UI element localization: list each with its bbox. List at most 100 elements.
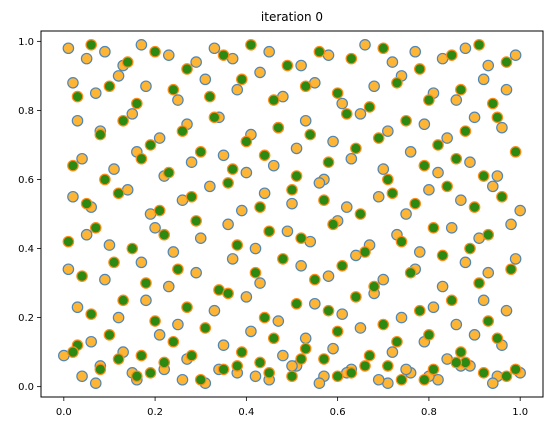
data-point-series-0 (167, 246, 180, 258)
data-point-series-0 (103, 239, 116, 251)
data-point-series-0 (176, 373, 189, 386)
data-point-series-1 (455, 346, 467, 358)
data-point-series-0 (140, 294, 152, 307)
data-point-series-1 (117, 294, 129, 307)
data-point-series-1 (236, 73, 248, 86)
data-point-series-1 (67, 159, 79, 172)
data-point-series-0 (281, 225, 294, 238)
data-point-series-0 (226, 253, 239, 265)
data-point-series-1 (327, 218, 339, 231)
data-point-series-0 (62, 263, 75, 276)
data-point-series-1 (286, 184, 298, 196)
data-point-series-1 (267, 94, 280, 106)
y-axis: 0.0 0.2 0.4 0.6 0.8 1.0 (18, 37, 41, 393)
data-point-series-1 (286, 370, 298, 383)
y-tick-label: 0.0 (18, 382, 34, 393)
data-point-series-0 (336, 97, 348, 110)
data-point-series-0 (372, 190, 385, 203)
data-point-series-1 (135, 349, 148, 362)
data-point-series-1 (468, 201, 481, 213)
data-point-series-1 (496, 190, 508, 203)
x-tick-label: 0.8 (421, 407, 437, 418)
data-point-series-1 (482, 315, 495, 327)
data-point-series-0 (432, 166, 444, 179)
data-point-series-1 (199, 322, 212, 334)
data-point-series-0 (327, 342, 339, 355)
data-point-series-1 (240, 135, 253, 148)
data-point-series-0 (80, 52, 93, 65)
data-point-series-0 (327, 135, 339, 148)
data-point-series-1 (62, 235, 75, 248)
data-point-series-0 (445, 222, 458, 234)
data-point-series-1 (331, 87, 344, 99)
data-point-series-1 (172, 263, 184, 276)
data-point-series-1 (76, 270, 88, 282)
data-point-series-0 (263, 45, 275, 58)
data-point-series-0 (172, 94, 184, 106)
data-point-series-0 (99, 273, 111, 286)
data-point-series-1 (194, 373, 207, 386)
data-point-series-0 (441, 132, 453, 144)
data-point-series-0 (149, 222, 161, 234)
data-point-series-1 (368, 280, 380, 293)
data-point-series-1 (231, 239, 244, 251)
data-point-series-0 (240, 166, 253, 179)
data-point-series-1 (418, 159, 431, 172)
data-point-series-0 (413, 246, 426, 258)
data-point-series-1 (140, 277, 152, 289)
data-point-series-1 (363, 101, 376, 113)
data-point-series-1 (350, 142, 362, 155)
data-point-series-1 (204, 90, 216, 103)
data-point-series-1 (395, 373, 408, 386)
data-point-series-0 (482, 59, 495, 72)
data-point-series-0 (459, 42, 472, 55)
data-point-series-0 (386, 56, 399, 68)
data-point-series-1 (509, 146, 522, 158)
data-point-series-1 (181, 63, 193, 75)
data-point-series-1 (413, 63, 426, 75)
data-point-series-1 (290, 170, 303, 182)
data-point-series-1 (418, 373, 431, 386)
data-point-series-1 (404, 266, 417, 279)
data-point-series-0 (249, 370, 262, 383)
data-point-series-1 (185, 349, 198, 362)
data-point-series-1 (386, 187, 399, 200)
data-point-series-0 (162, 280, 175, 293)
data-point-series-1 (423, 329, 435, 341)
data-point-series-1 (208, 111, 221, 124)
data-point-series-1 (89, 222, 102, 234)
data-point-series-0 (509, 253, 522, 265)
data-point-series-0 (249, 242, 262, 255)
data-point-series-1 (217, 363, 230, 376)
data-point-series-1 (491, 332, 504, 345)
data-point-series-1 (409, 197, 422, 210)
data-point-series-1 (500, 56, 513, 68)
data-point-series-0 (400, 363, 412, 376)
data-point-series-0 (395, 311, 408, 324)
data-point-series-0 (240, 291, 253, 303)
data-point-series-1 (185, 190, 198, 203)
data-point-series-0 (71, 114, 84, 127)
data-point-series-1 (491, 111, 504, 124)
x-tick-label: 0.4 (238, 407, 254, 418)
data-point-series-0 (162, 49, 175, 61)
data-point-series-0 (112, 70, 125, 82)
data-point-series-1 (290, 297, 303, 310)
data-point-series-0 (368, 80, 380, 93)
data-point-series-0 (464, 156, 476, 169)
data-point-series-0 (231, 83, 244, 96)
data-point-series-1 (441, 180, 453, 193)
data-point-series-1 (103, 80, 116, 93)
data-point-series-1 (108, 256, 120, 269)
data-point-series-1 (455, 83, 467, 96)
data-point-series-1 (313, 45, 326, 58)
data-point-series-0 (477, 73, 490, 86)
data-point-series-0 (359, 39, 371, 51)
data-point-series-0 (272, 315, 285, 327)
data-point-series-1 (318, 353, 330, 365)
data-point-series-0 (89, 377, 102, 389)
data-point-series-1 (263, 225, 275, 238)
data-point-series-1 (226, 163, 239, 175)
data-point-series-0 (153, 132, 166, 144)
data-point-series-1 (299, 342, 312, 355)
